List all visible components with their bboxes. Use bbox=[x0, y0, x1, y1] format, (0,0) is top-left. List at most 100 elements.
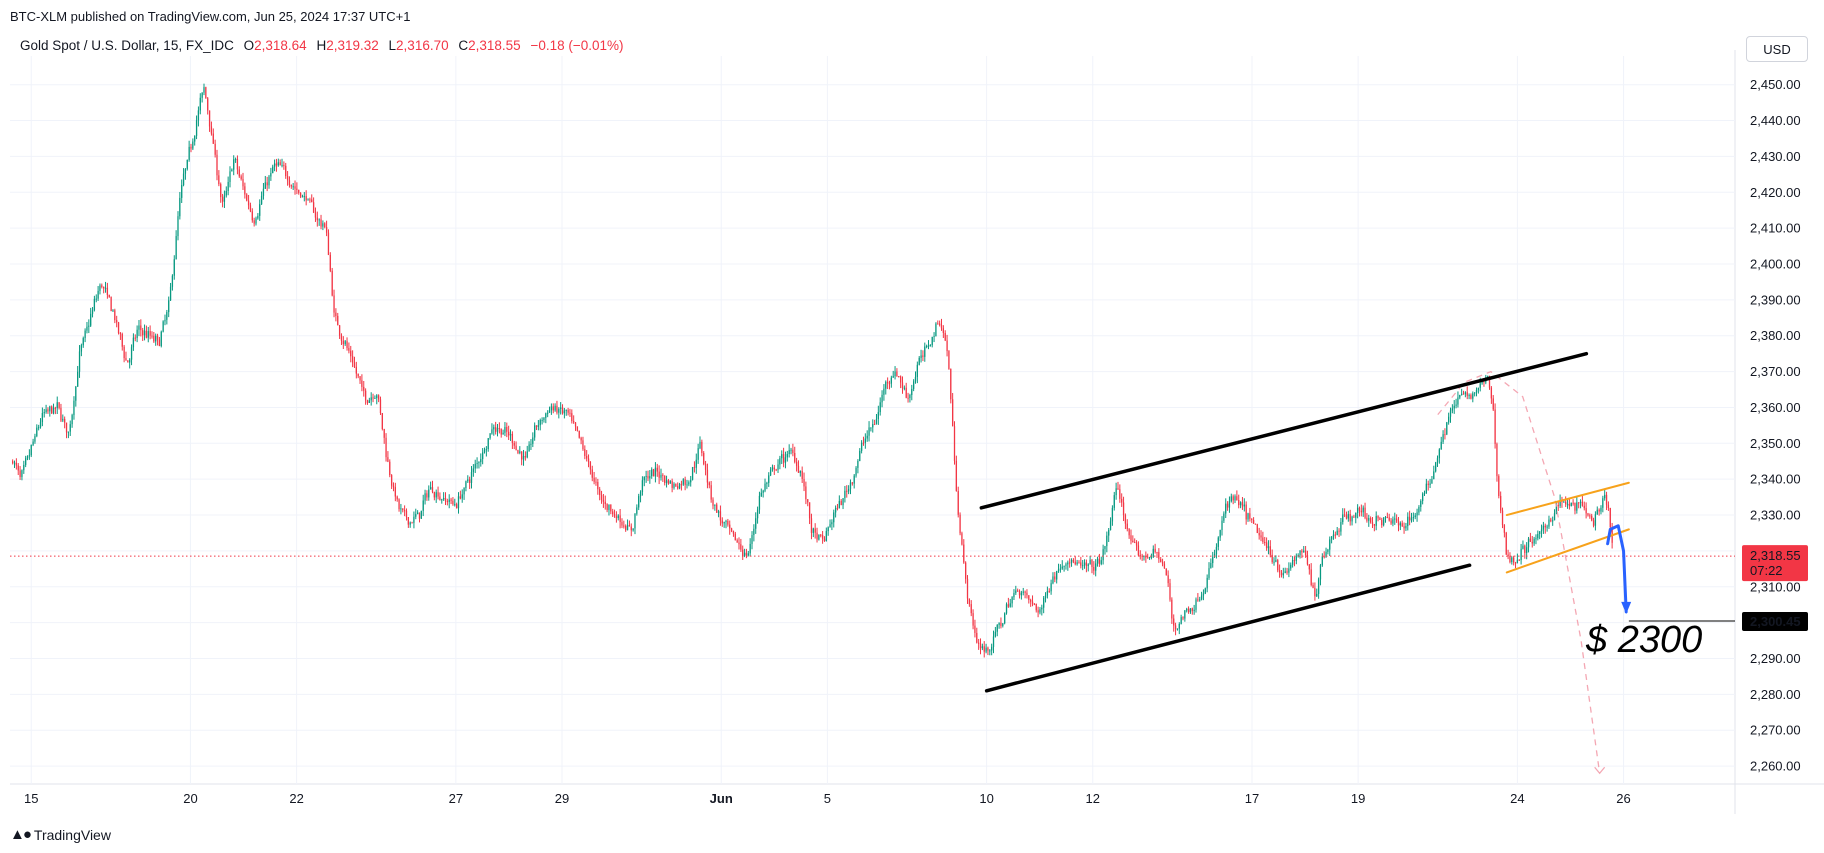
candle-body bbox=[19, 470, 21, 477]
price-tick-label: 2,280.00 bbox=[1750, 687, 1801, 702]
candle-body bbox=[1414, 515, 1416, 518]
candle-body bbox=[729, 524, 731, 529]
candle-body bbox=[1208, 568, 1210, 578]
candle-body bbox=[925, 346, 928, 348]
candle-body bbox=[1000, 622, 1002, 626]
candle-body bbox=[942, 328, 945, 333]
candle-body bbox=[335, 312, 337, 316]
price-axis[interactable]: 2,260.002,270.002,280.002,290.002,300.00… bbox=[1742, 77, 1808, 774]
candle-body bbox=[207, 98, 209, 111]
candle-body bbox=[1457, 397, 1459, 405]
candle-body bbox=[426, 493, 428, 498]
candle-body bbox=[1336, 530, 1338, 536]
candle-body bbox=[340, 335, 343, 341]
currency-button[interactable]: USD bbox=[1746, 36, 1808, 62]
price-tick-label: 2,360.00 bbox=[1750, 400, 1801, 415]
candle-body bbox=[1148, 556, 1151, 559]
symbol-title[interactable]: Gold Spot / U.S. Dollar, 15, FX_IDC bbox=[20, 38, 234, 53]
candle-body bbox=[418, 512, 421, 519]
candle-body bbox=[1425, 483, 1428, 493]
candle-body bbox=[376, 395, 378, 399]
candle-body bbox=[859, 450, 861, 461]
candle-body bbox=[1215, 546, 1218, 555]
candle-body bbox=[1122, 502, 1125, 516]
candle-body bbox=[361, 380, 363, 387]
candle-body bbox=[545, 413, 547, 418]
candle-body bbox=[1602, 498, 1604, 508]
candle-body bbox=[184, 168, 187, 174]
candle-body bbox=[719, 511, 722, 521]
time-axis[interactable]: 15 20 22 27 29 Jun 5 10 12 17 19 24 26 bbox=[24, 791, 1631, 806]
candle-body bbox=[1069, 562, 1071, 564]
flag-upper-line bbox=[1505, 481, 1630, 517]
candle-body bbox=[742, 549, 744, 556]
candle-body bbox=[227, 182, 229, 191]
candle-body bbox=[171, 275, 174, 287]
candle-body bbox=[416, 512, 419, 515]
candle-body bbox=[974, 625, 976, 633]
candle-body bbox=[1147, 557, 1149, 559]
candle-body bbox=[857, 460, 859, 468]
candle-body bbox=[1169, 583, 1171, 600]
candle-body bbox=[168, 300, 170, 313]
candle-body bbox=[535, 425, 538, 427]
candle-body bbox=[1360, 510, 1362, 513]
candle-body bbox=[847, 489, 850, 492]
candle-body bbox=[316, 217, 318, 221]
candle-body bbox=[1206, 577, 1208, 589]
candle-body bbox=[918, 357, 920, 365]
candle-body bbox=[1115, 488, 1117, 496]
candle-body bbox=[1548, 519, 1550, 527]
candle-body bbox=[1540, 529, 1543, 532]
candle-body bbox=[56, 402, 58, 409]
candle-body bbox=[612, 511, 614, 515]
candle-body bbox=[914, 377, 917, 382]
candle-body bbox=[1106, 535, 1108, 547]
candle-body bbox=[1225, 503, 1227, 514]
candle-body bbox=[1085, 562, 1088, 566]
candle-body bbox=[691, 467, 694, 480]
candle-body bbox=[899, 376, 902, 383]
candle-body bbox=[1598, 509, 1600, 512]
candle-body bbox=[625, 525, 627, 531]
candle-body bbox=[996, 625, 998, 632]
candle-body bbox=[186, 159, 188, 169]
candle-body bbox=[173, 259, 175, 276]
candle-body bbox=[1074, 561, 1076, 565]
candle-body bbox=[1080, 562, 1082, 566]
candle-body bbox=[547, 412, 549, 414]
time-tick-label: 19 bbox=[1351, 791, 1365, 806]
candle-body bbox=[97, 290, 99, 299]
candle-body bbox=[1384, 517, 1387, 519]
candle-body bbox=[205, 87, 207, 99]
candle-body bbox=[992, 636, 995, 647]
candle-body bbox=[821, 535, 824, 539]
candle-body bbox=[396, 496, 398, 500]
candle-body bbox=[231, 169, 233, 172]
candle-body bbox=[1542, 525, 1545, 530]
candle-body bbox=[1600, 507, 1602, 512]
candle-body bbox=[1288, 568, 1290, 573]
price-tick-label: 2,290.00 bbox=[1750, 651, 1801, 666]
candle-body bbox=[299, 192, 302, 197]
candle-body bbox=[411, 522, 413, 524]
candle-body bbox=[1420, 500, 1422, 507]
candle-body bbox=[1293, 560, 1296, 562]
candle-body bbox=[1219, 530, 1221, 538]
candle-body bbox=[599, 489, 601, 496]
candle-body bbox=[1310, 569, 1312, 585]
candle-body bbox=[864, 438, 866, 443]
candle-body bbox=[435, 492, 437, 498]
candle-body bbox=[1113, 495, 1115, 508]
candle-body bbox=[957, 491, 959, 515]
candle-body bbox=[99, 285, 101, 291]
candle-body bbox=[1498, 476, 1500, 496]
candle-body bbox=[441, 499, 443, 501]
candle-body bbox=[502, 432, 504, 435]
candle-body bbox=[233, 159, 235, 170]
candle-body bbox=[1366, 517, 1368, 521]
close-label: C bbox=[458, 38, 469, 53]
candle-body bbox=[571, 413, 573, 422]
candle-body bbox=[1431, 479, 1433, 484]
